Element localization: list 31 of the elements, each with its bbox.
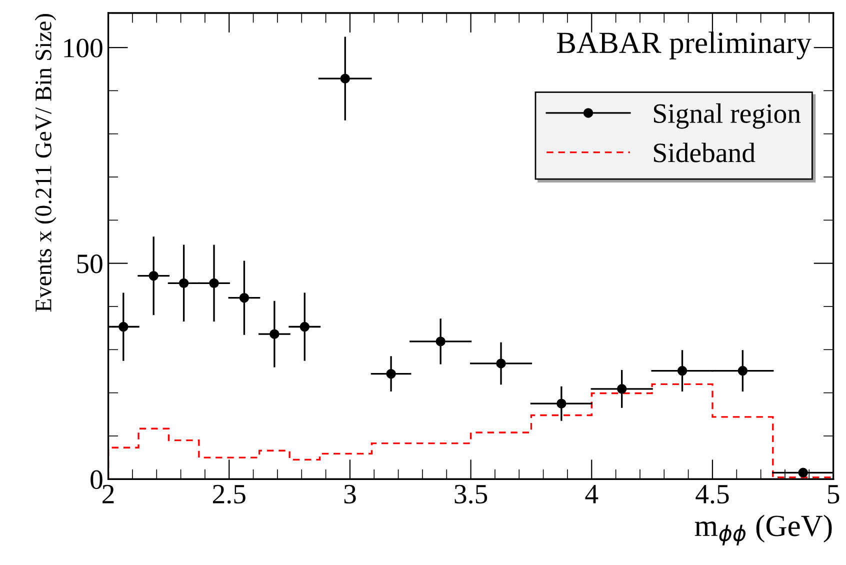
x-tick-label: 2.5 — [212, 484, 246, 504]
point — [239, 292, 250, 303]
point — [496, 358, 506, 368]
annotation: BABAR preliminary — [556, 32, 812, 60]
point — [616, 384, 627, 394]
x-axis-title: m$_{ϕϕ}$ (GeV) — [694, 514, 832, 546]
legend-label: Sideband — [654, 142, 756, 162]
point — [300, 322, 310, 332]
point — [118, 322, 128, 332]
x-tick-label: 3.5 — [454, 484, 488, 504]
point — [178, 278, 189, 288]
x-tick-label: 3 — [344, 484, 356, 504]
x-tick-label: 2 — [102, 484, 114, 504]
point — [209, 278, 219, 288]
x-tick-label: 4.5 — [696, 484, 729, 504]
point — [738, 366, 748, 376]
y-tick-label: 0 — [90, 470, 102, 490]
point — [436, 336, 446, 346]
x-tick-label: 4 — [585, 484, 598, 504]
point — [340, 74, 350, 84]
point — [386, 368, 396, 379]
point — [677, 366, 688, 376]
y-tick-label: 50 — [77, 254, 102, 274]
legend-label: Signal region — [654, 103, 801, 129]
point — [148, 270, 158, 281]
point — [556, 398, 566, 408]
y-axis-title: Events x (0.211 GeV/ Bin Size) — [34, 14, 56, 312]
y-tick-label: 100 — [64, 38, 102, 58]
point — [270, 329, 280, 339]
x-tick-label: 5 — [828, 485, 840, 504]
point — [798, 468, 808, 478]
